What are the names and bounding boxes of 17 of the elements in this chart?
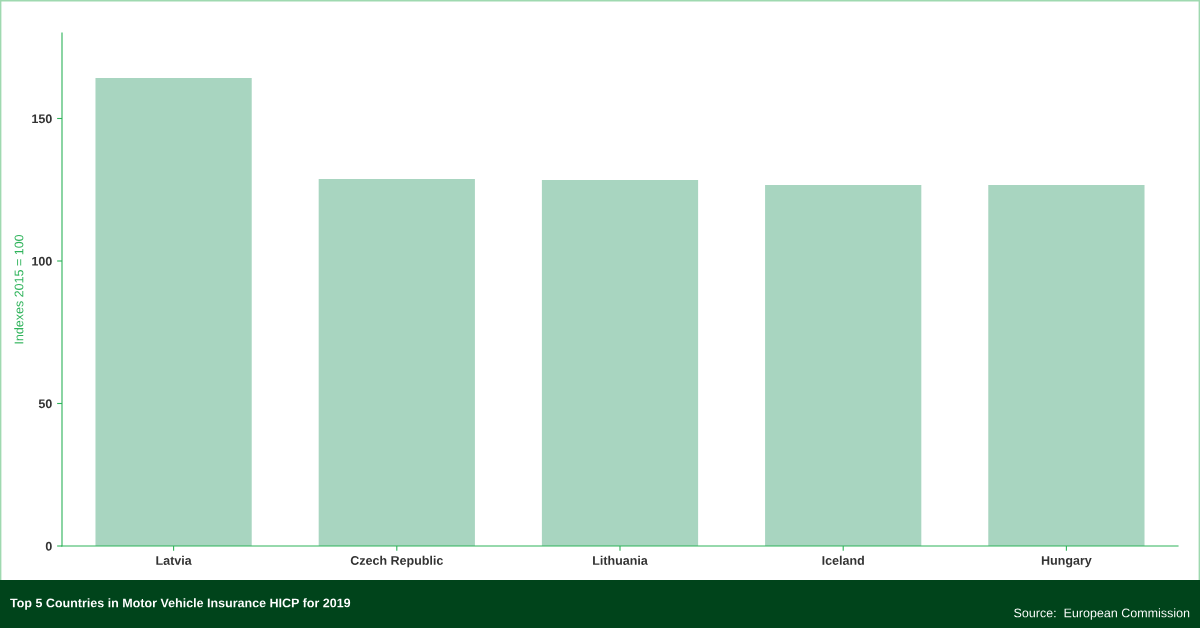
y-tick-label: 100 <box>32 256 52 266</box>
text: Top 5 Countries in Motor Vehicle Insurance HICP for 2019 <box>10 598 351 610</box>
y-tick-label: 150 <box>32 114 52 124</box>
bar <box>541 180 699 546</box>
bar <box>95 78 252 546</box>
x-tick-label: Iceland <box>822 555 864 565</box>
y-axis-title: Indexes 2015 = 100 <box>14 234 24 344</box>
y-tick-label: 0 <box>45 541 52 551</box>
bar <box>765 184 922 546</box>
x-tick-label: Lithuania <box>593 555 648 565</box>
x-tick-label: Czech Republic <box>350 555 443 568</box>
bar <box>318 178 475 546</box>
y-tick-label: 50 <box>38 399 52 409</box>
x-tick-label: Hungary <box>1041 556 1092 568</box>
bar <box>988 184 1145 546</box>
source-note: Source: European Commission <box>1014 608 1190 620</box>
x-tick-label: Latvia <box>156 555 192 565</box>
